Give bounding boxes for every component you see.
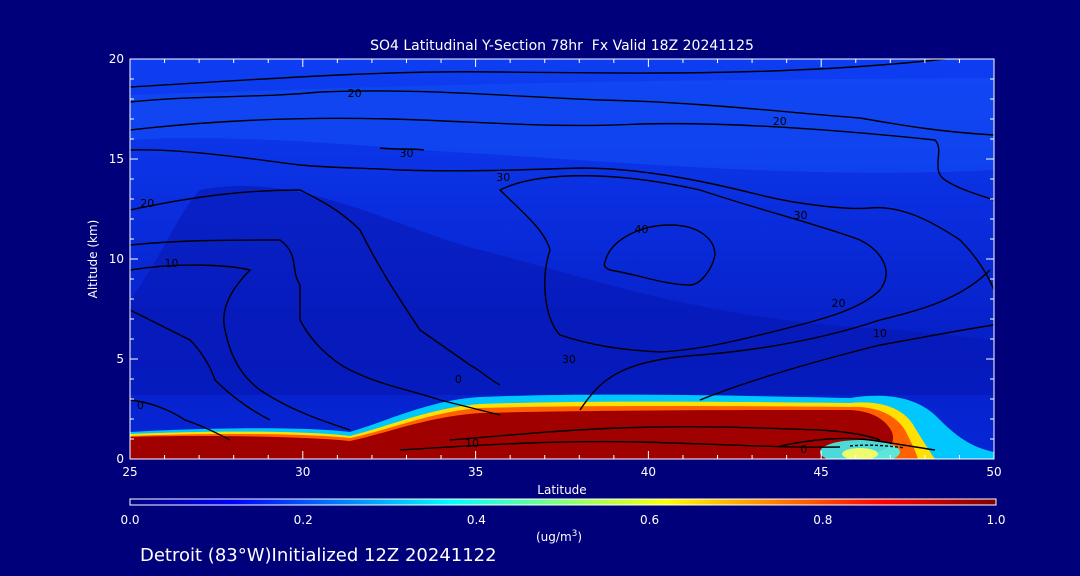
colorbar-tick-label: 0.2 bbox=[294, 513, 313, 527]
x-tick-label: 50 bbox=[986, 465, 1001, 479]
contour-label: 20 bbox=[348, 87, 362, 100]
contour-label: 10 bbox=[164, 257, 178, 270]
contour-line bbox=[449, 426, 881, 441]
x-tick-label: 30 bbox=[295, 465, 310, 479]
contour-labels: 20 20 30 30 30 20 10 40 20 10 30 0 0 10 0 bbox=[137, 87, 887, 456]
colorbar-unit-sup: 3 bbox=[572, 529, 578, 539]
colorbar-unit-base: (ug/m bbox=[536, 530, 572, 544]
contour-line bbox=[130, 149, 994, 291]
y-axis-label: Altitude (km) bbox=[86, 220, 100, 299]
x-tick-label: 25 bbox=[122, 465, 137, 479]
contour-line bbox=[130, 309, 271, 421]
contour-line bbox=[130, 117, 994, 201]
contour-label: 10 bbox=[465, 437, 479, 450]
contour-line bbox=[130, 189, 501, 386]
contour-line bbox=[399, 440, 841, 451]
y-tick-label: 5 bbox=[116, 352, 124, 366]
contour-line bbox=[130, 59, 946, 88]
footer-text: Detroit (83°W)Initialized 12Z 20241122 bbox=[140, 545, 497, 566]
contour-label: 20 bbox=[773, 115, 787, 128]
contour-lines bbox=[130, 59, 994, 451]
contour-line bbox=[130, 90, 994, 136]
colorbar-tick-label: 0.8 bbox=[813, 513, 832, 527]
contour-label: 30 bbox=[793, 209, 807, 222]
colorbar-unit: (ug/m3) bbox=[536, 529, 582, 544]
contour-label: 20 bbox=[140, 197, 154, 210]
contour-line bbox=[699, 324, 994, 401]
colorbar-tick-label: 0.4 bbox=[467, 513, 486, 527]
y-tick-label: 10 bbox=[109, 252, 124, 266]
contour-label: 30 bbox=[399, 147, 413, 160]
contour-label: 0 bbox=[800, 443, 807, 456]
contour-label: 30 bbox=[562, 353, 576, 366]
contour-label: 0 bbox=[137, 399, 144, 412]
colorbar-tick-label: 0.6 bbox=[640, 513, 659, 527]
colorbar-tick-label: 1.0 bbox=[986, 513, 1005, 527]
x-tick-label: 40 bbox=[641, 465, 656, 479]
mid-dark-region bbox=[130, 185, 994, 395]
y-axis: 0 5 10 15 20 bbox=[109, 52, 994, 466]
surface-spot-core bbox=[842, 448, 878, 459]
contour-label: 0 bbox=[455, 373, 462, 386]
contour-label: 40 bbox=[634, 223, 648, 236]
contour-label: 10 bbox=[873, 327, 887, 340]
contour-line bbox=[130, 399, 231, 441]
x-axis-label: Latitude bbox=[537, 483, 586, 497]
contour-line bbox=[779, 437, 936, 451]
contour-line bbox=[379, 147, 425, 151]
chart-title: SO4 Latitudinal Y-Section 78hr Fx Valid … bbox=[370, 38, 754, 54]
contour-line bbox=[130, 264, 351, 431]
colorbar-ticks: 0.0 0.2 0.4 0.6 0.8 1.0 bbox=[120, 513, 1005, 527]
contour-line bbox=[130, 239, 501, 416]
x-tick-label: 35 bbox=[468, 465, 483, 479]
colorbar-unit-close: ) bbox=[577, 530, 582, 544]
contour-line bbox=[579, 269, 991, 411]
contour-label: 30 bbox=[496, 171, 510, 184]
y-tick-label: 15 bbox=[109, 152, 124, 166]
heatmap-field bbox=[130, 59, 994, 459]
contour-label: 20 bbox=[831, 297, 845, 310]
y-tick-label: 20 bbox=[109, 52, 124, 66]
y-tick-label: 0 bbox=[116, 452, 124, 466]
colorbar-tick-label: 0.0 bbox=[120, 513, 139, 527]
x-axis: 25 30 35 40 45 50 bbox=[122, 59, 1002, 479]
colorbar bbox=[129, 498, 997, 506]
contour-line bbox=[603, 224, 716, 286]
contour-line bbox=[849, 444, 906, 449]
x-tick-label: 45 bbox=[814, 465, 829, 479]
contour-line bbox=[498, 175, 887, 353]
